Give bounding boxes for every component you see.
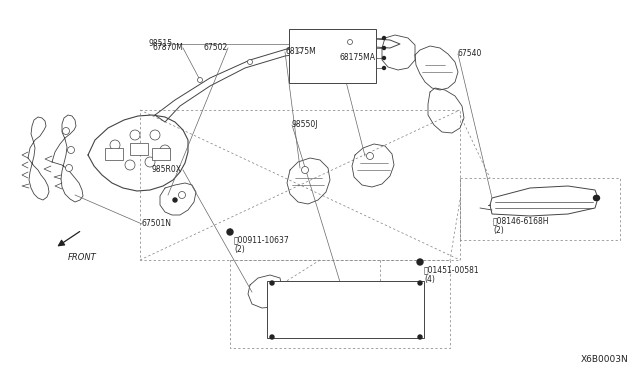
Circle shape xyxy=(418,281,422,285)
Circle shape xyxy=(418,335,422,339)
Text: 68175M: 68175M xyxy=(285,46,316,55)
Text: 67501N: 67501N xyxy=(141,218,171,228)
Text: 67502: 67502 xyxy=(204,42,228,51)
Circle shape xyxy=(298,48,303,52)
Text: FRONT: FRONT xyxy=(68,253,97,262)
Circle shape xyxy=(198,77,202,83)
Circle shape xyxy=(65,164,72,171)
Text: 98550J: 98550J xyxy=(292,119,319,128)
Circle shape xyxy=(130,130,140,140)
Text: 985R0X: 985R0X xyxy=(152,164,182,173)
Circle shape xyxy=(227,229,233,235)
Text: 98515: 98515 xyxy=(149,38,173,48)
Circle shape xyxy=(383,36,385,39)
Bar xyxy=(152,148,170,160)
Circle shape xyxy=(301,167,308,173)
Circle shape xyxy=(63,128,70,135)
Circle shape xyxy=(67,147,74,154)
Circle shape xyxy=(150,130,160,140)
Circle shape xyxy=(383,46,385,49)
Circle shape xyxy=(270,281,274,285)
Circle shape xyxy=(173,198,177,202)
Circle shape xyxy=(417,259,423,265)
Circle shape xyxy=(367,153,374,160)
Circle shape xyxy=(145,157,155,167)
Circle shape xyxy=(348,39,353,45)
Circle shape xyxy=(595,196,600,201)
FancyBboxPatch shape xyxy=(289,29,376,83)
Text: ⒲08146-6168H
(2): ⒲08146-6168H (2) xyxy=(493,216,550,235)
Circle shape xyxy=(593,196,598,201)
Bar xyxy=(105,148,123,160)
Circle shape xyxy=(270,335,274,339)
Circle shape xyxy=(383,67,385,70)
Text: Ⓝ00911-10637
(2): Ⓝ00911-10637 (2) xyxy=(234,235,290,254)
Circle shape xyxy=(248,60,253,64)
Circle shape xyxy=(125,160,135,170)
Text: 67540: 67540 xyxy=(458,48,483,58)
Text: X6B0003N: X6B0003N xyxy=(580,355,628,364)
Circle shape xyxy=(383,57,385,60)
Circle shape xyxy=(110,140,120,150)
Circle shape xyxy=(179,192,186,199)
Bar xyxy=(130,143,148,155)
FancyBboxPatch shape xyxy=(267,281,424,338)
Circle shape xyxy=(160,145,170,155)
Text: 67870M: 67870M xyxy=(152,42,183,51)
Text: 68175MA: 68175MA xyxy=(340,52,376,61)
Text: Ⓝ01451-00581
(4): Ⓝ01451-00581 (4) xyxy=(424,265,479,285)
